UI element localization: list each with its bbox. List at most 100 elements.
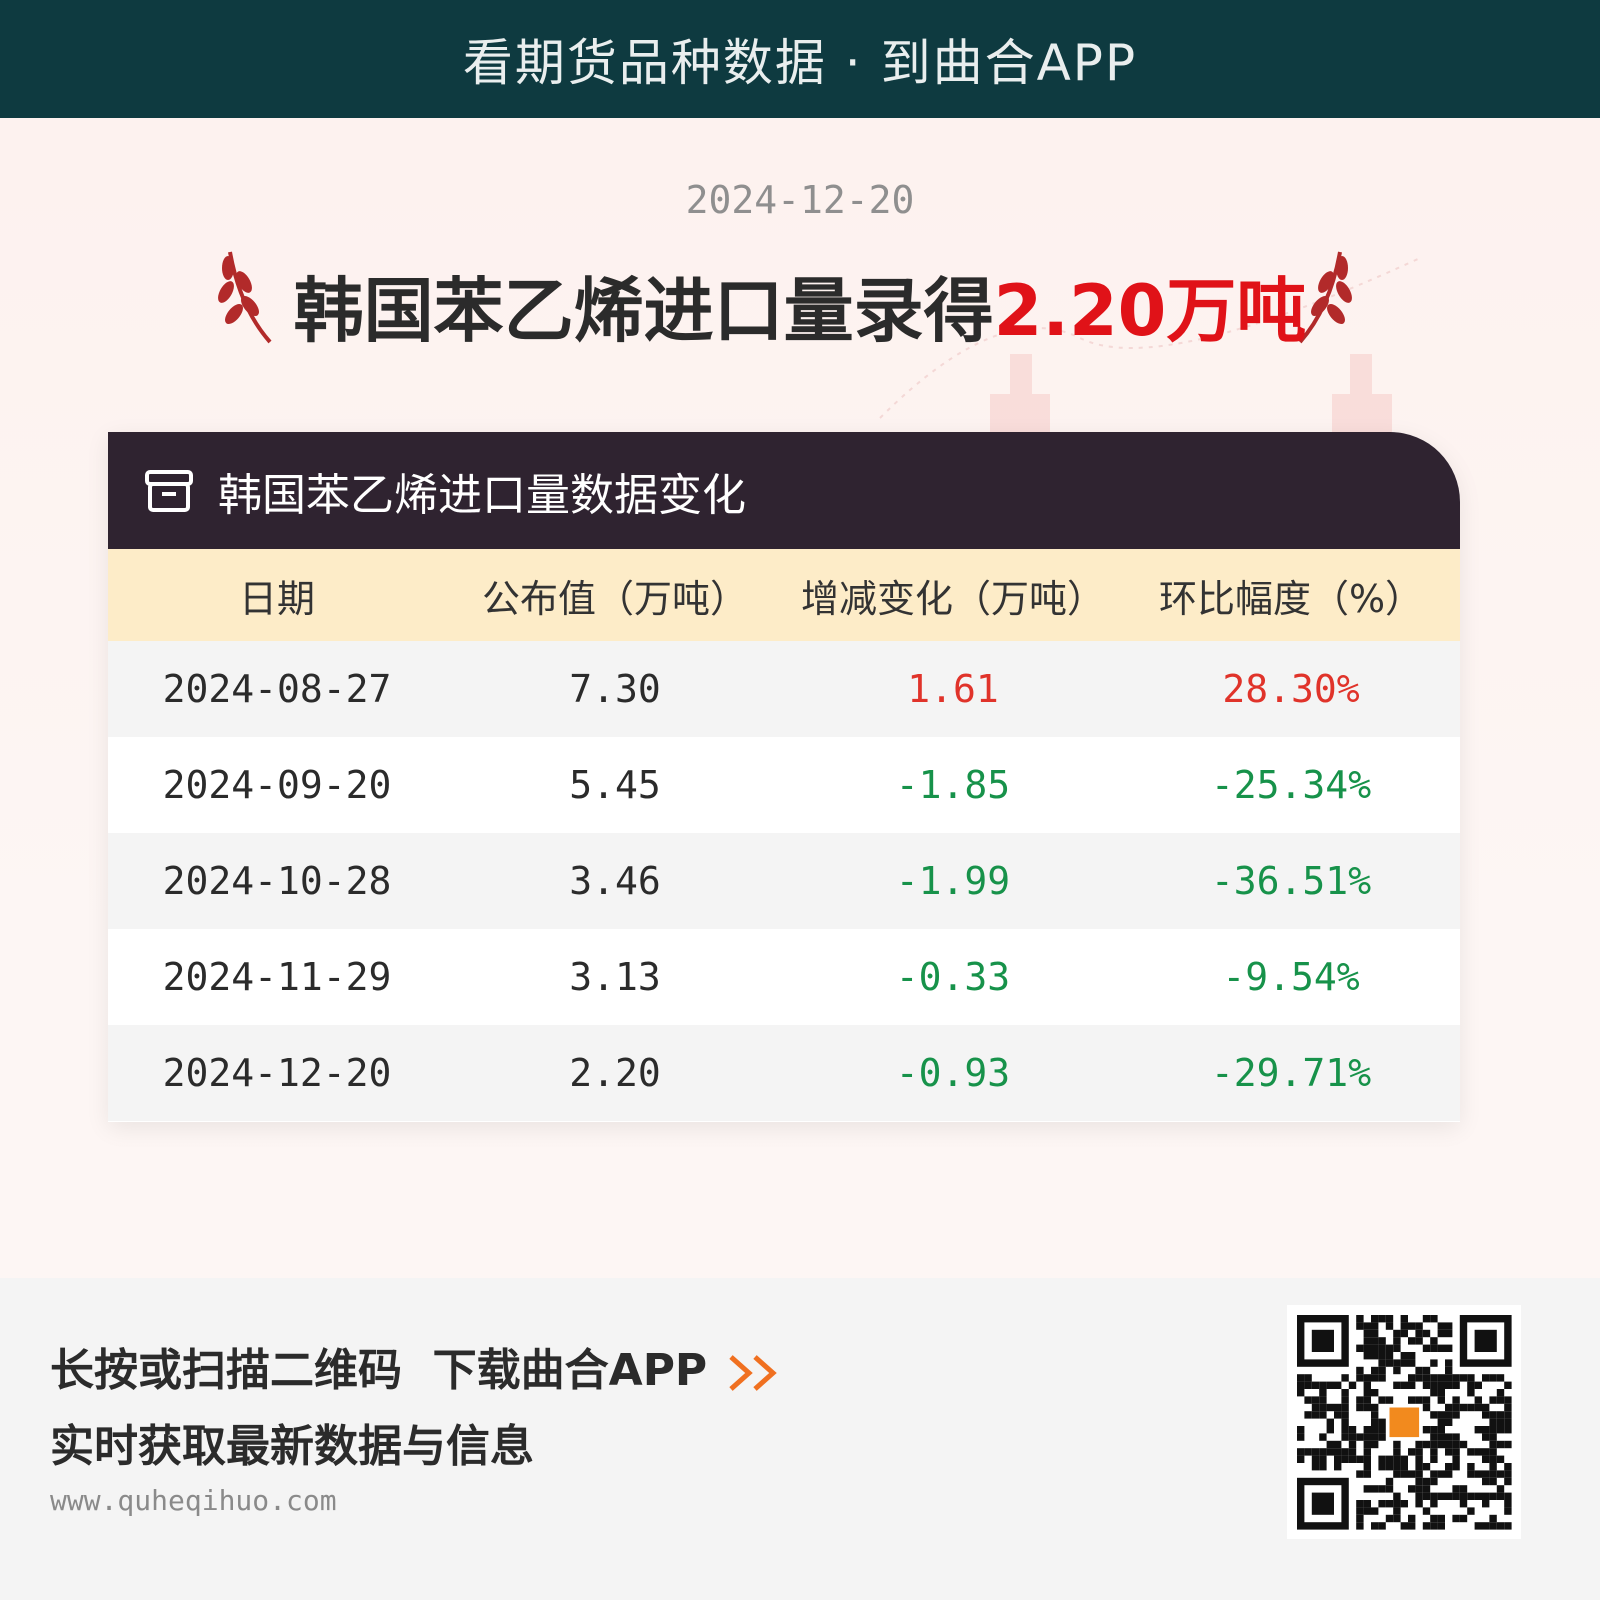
qr-module bbox=[1467, 1507, 1475, 1515]
qr-module bbox=[1319, 1381, 1327, 1389]
table-cell: 5.45 bbox=[569, 763, 661, 807]
qr-module bbox=[1389, 1407, 1420, 1438]
qr-module bbox=[1430, 1337, 1438, 1345]
qr-module bbox=[1489, 1396, 1497, 1404]
qr-module bbox=[1445, 1411, 1453, 1419]
qr-module bbox=[1348, 1433, 1357, 1441]
qr-module bbox=[1371, 1366, 1379, 1375]
column-header: 日期 bbox=[238, 576, 315, 621]
qr-module bbox=[1482, 1411, 1490, 1419]
qr-module bbox=[1371, 1315, 1379, 1323]
qr-module bbox=[1393, 1381, 1401, 1389]
qr-module bbox=[1422, 1463, 1431, 1471]
qr-module bbox=[1363, 1470, 1371, 1478]
qr-module bbox=[1385, 1455, 1394, 1463]
wheat-icon bbox=[1298, 251, 1352, 344]
qr-module bbox=[1437, 1433, 1445, 1441]
qr-module bbox=[1363, 1322, 1371, 1330]
qr-module bbox=[1408, 1522, 1416, 1530]
qr-module bbox=[1378, 1426, 1386, 1434]
qr-module bbox=[1348, 1426, 1357, 1434]
qr-module bbox=[1474, 1492, 1482, 1500]
qr-module bbox=[1408, 1396, 1416, 1404]
qr-module bbox=[1356, 1507, 1364, 1515]
qr-module bbox=[1363, 1448, 1371, 1456]
footer: 长按或扫描二维码 下载曲合APP 实时获取最新数据与信息 www.quheqih… bbox=[0, 1278, 1600, 1600]
qr-module bbox=[1415, 1374, 1423, 1382]
qr-module bbox=[1400, 1322, 1408, 1330]
qr-module bbox=[1356, 1522, 1364, 1530]
qr-module bbox=[1452, 1381, 1460, 1389]
qr-module bbox=[1415, 1440, 1423, 1449]
qr-module bbox=[1297, 1381, 1305, 1389]
qr-module bbox=[1482, 1522, 1490, 1530]
qr-module bbox=[1437, 1396, 1445, 1404]
qr-module bbox=[1422, 1426, 1431, 1434]
qr-module bbox=[1415, 1485, 1423, 1493]
qr-module bbox=[1393, 1500, 1401, 1508]
table-cell: 28.30% bbox=[1222, 667, 1360, 711]
table-cell: 3.13 bbox=[569, 955, 661, 999]
qr-module bbox=[1378, 1374, 1386, 1382]
qr-module bbox=[1415, 1448, 1423, 1456]
qr-module bbox=[1319, 1403, 1327, 1412]
qr-module bbox=[1422, 1329, 1431, 1338]
qr-module bbox=[1378, 1418, 1386, 1426]
qr-module bbox=[1341, 1396, 1349, 1404]
qr-module bbox=[1437, 1440, 1445, 1449]
qr-module bbox=[1430, 1433, 1438, 1441]
qr-module bbox=[1311, 1403, 1320, 1412]
qr-module bbox=[1489, 1426, 1497, 1434]
qr-module bbox=[1430, 1514, 1438, 1523]
qr-code[interactable] bbox=[1287, 1305, 1521, 1539]
table-cell: 7.30 bbox=[569, 667, 661, 711]
qr-module bbox=[1311, 1463, 1320, 1471]
qr-module bbox=[1445, 1403, 1453, 1412]
qr-module bbox=[1393, 1470, 1401, 1478]
qr-module bbox=[1363, 1403, 1371, 1412]
qr-module bbox=[1445, 1492, 1453, 1500]
wheat-icon bbox=[218, 251, 272, 344]
qr-module bbox=[1445, 1329, 1453, 1338]
qr-module bbox=[1482, 1426, 1490, 1434]
arrow-icon bbox=[729, 1355, 777, 1391]
qr-module bbox=[1459, 1440, 1468, 1449]
qr-module bbox=[1430, 1381, 1438, 1389]
qr-module bbox=[1363, 1507, 1371, 1515]
qr-module bbox=[1356, 1366, 1364, 1375]
qr-module bbox=[1430, 1477, 1438, 1486]
qr-module bbox=[1400, 1463, 1408, 1471]
qr-module bbox=[1504, 1396, 1512, 1404]
qr-module bbox=[1489, 1374, 1497, 1382]
qr-module bbox=[1489, 1448, 1497, 1456]
qr-module bbox=[1496, 1426, 1505, 1434]
table-cell: -0.93 bbox=[895, 1051, 1011, 1095]
qr-module bbox=[1452, 1374, 1460, 1382]
table-header: 韩国苯乙烯进口量数据变化 bbox=[108, 432, 1460, 549]
qr-module bbox=[1311, 1381, 1320, 1389]
qr-module bbox=[1371, 1374, 1379, 1382]
table-row: 2024-10-28 3.46 -1.99 -36.51% bbox=[108, 833, 1460, 929]
qr-module bbox=[1415, 1492, 1423, 1500]
qr-module bbox=[1311, 1396, 1320, 1404]
qr-module bbox=[1319, 1389, 1327, 1397]
qr-module bbox=[1341, 1455, 1349, 1463]
qr-module bbox=[1445, 1433, 1453, 1441]
qr-module bbox=[1400, 1470, 1408, 1478]
qr-module bbox=[1378, 1366, 1386, 1375]
qr-module bbox=[1393, 1329, 1401, 1338]
qr-module bbox=[1430, 1389, 1438, 1397]
qr-module bbox=[1467, 1448, 1475, 1456]
qr-module bbox=[1319, 1455, 1327, 1463]
qr-module bbox=[1459, 1514, 1468, 1523]
qr-module bbox=[1363, 1344, 1371, 1352]
qr-module bbox=[1489, 1514, 1497, 1523]
qr-module bbox=[1504, 1492, 1512, 1500]
qr-module bbox=[1356, 1374, 1364, 1382]
footer-line: 长按或扫描二维码 下载曲合APP bbox=[50, 1334, 787, 1398]
qr-module bbox=[1385, 1500, 1394, 1508]
qr-module bbox=[1363, 1396, 1371, 1404]
qr-module bbox=[1437, 1522, 1445, 1530]
qr-module bbox=[1474, 1522, 1482, 1530]
qr-module bbox=[1371, 1403, 1379, 1412]
